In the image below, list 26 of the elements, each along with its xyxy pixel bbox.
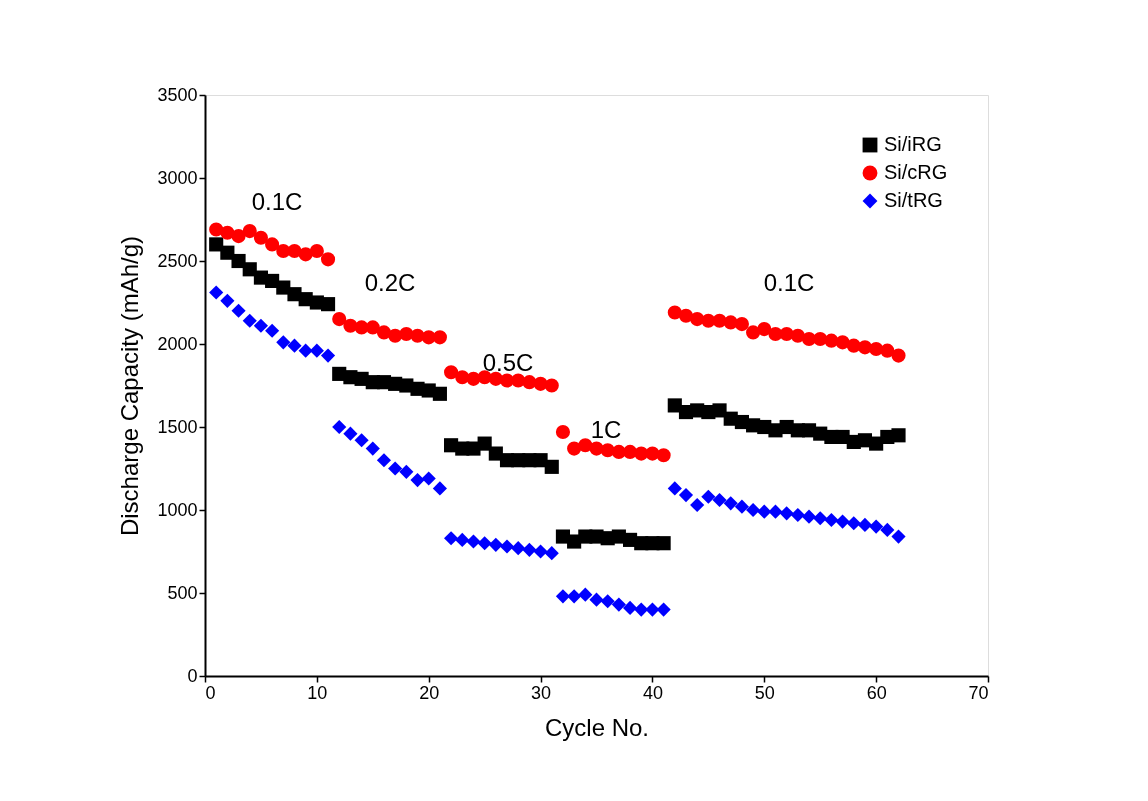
annotation: 0.2C	[364, 269, 416, 296]
legend-label: Si/iRG	[884, 133, 942, 155]
y-tick-label: 2500	[157, 250, 198, 271]
annotation: 0.1C	[251, 188, 303, 215]
annotation: 1C	[590, 416, 622, 443]
y-tick-label: 0	[187, 665, 198, 686]
y-tick-label: 3000	[157, 167, 198, 188]
x-tick-label: 50	[754, 682, 775, 703]
annotation: 0.5C	[482, 349, 534, 376]
y-tick-label: 500	[167, 582, 198, 603]
y-tick-label: 1500	[157, 416, 198, 437]
x-tick-label: 40	[642, 682, 663, 703]
y-axis-title: Discharge Capacity (mAh/g)	[116, 235, 144, 537]
y-tick-label: 1000	[157, 499, 198, 520]
x-tick-label: 70	[968, 682, 989, 703]
legend-label: Si/cRG	[884, 161, 948, 183]
x-tick-label: 60	[866, 682, 887, 703]
legend-label: Si/tRG	[884, 189, 943, 211]
x-tick-label: 0	[205, 682, 216, 703]
x-tick-label: 30	[531, 682, 552, 703]
x-axis-title: Cycle No.	[544, 713, 650, 741]
y-tick-label: 2000	[157, 333, 198, 354]
x-tick-label: 20	[419, 682, 440, 703]
annotation: 0.1C	[763, 269, 815, 296]
x-tick-label: 10	[307, 682, 328, 703]
y-tick-label: 3500	[157, 84, 198, 105]
